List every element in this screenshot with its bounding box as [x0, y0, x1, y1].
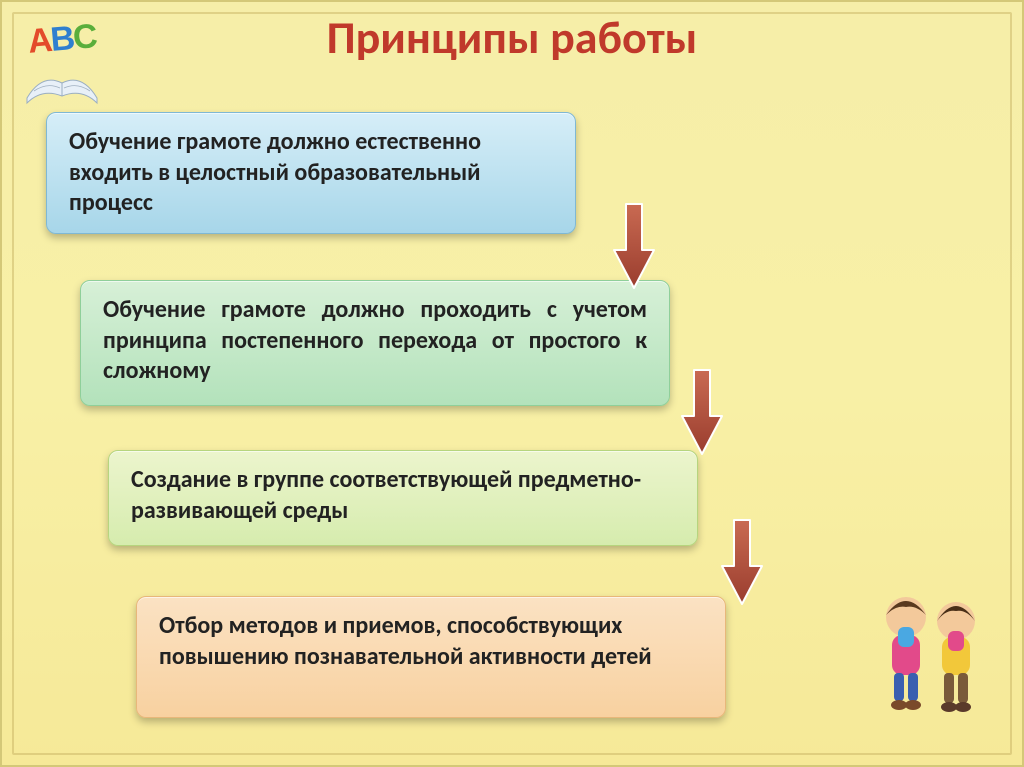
principle-text: Обучение грамоте должно естественно вход…	[69, 127, 481, 217]
principle-box-2: Обучение грамоте должно проходить с учет…	[80, 280, 670, 406]
down-arrow-icon	[612, 202, 656, 290]
principle-box-4: Отбор методов и приемов, способствующих …	[136, 596, 726, 718]
principle-text: Создание в группе соответствующей предме…	[131, 465, 641, 525]
slide-title: Принципы работы	[0, 10, 1024, 66]
principle-text: Отбор методов и приемов, способствующих …	[159, 611, 652, 671]
principle-box-1: Обучение грамоте должно естественно вход…	[46, 112, 576, 234]
down-arrow-icon	[680, 368, 724, 456]
down-arrow-icon	[720, 518, 764, 606]
principle-text: Обучение грамоте должно проходить с учет…	[103, 295, 647, 385]
children-icon	[854, 577, 1004, 737]
principle-box-3: Создание в группе соответствующей предме…	[108, 450, 698, 546]
